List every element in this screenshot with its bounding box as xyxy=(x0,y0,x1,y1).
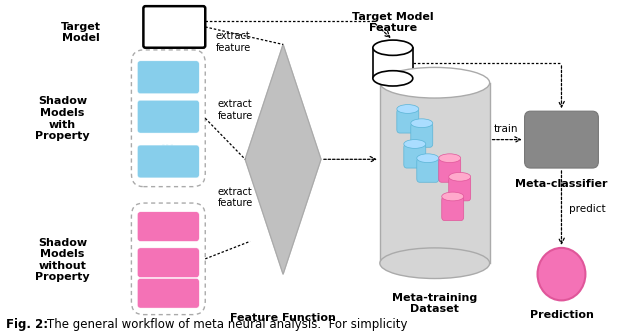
FancyBboxPatch shape xyxy=(138,278,199,308)
Ellipse shape xyxy=(380,248,490,278)
FancyBboxPatch shape xyxy=(439,158,461,182)
FancyBboxPatch shape xyxy=(138,248,199,277)
Text: Shadow
Models
without
Property: Shadow Models without Property xyxy=(35,238,90,282)
Text: Shadow
Models
with
Property: Shadow Models with Property xyxy=(35,96,90,141)
FancyBboxPatch shape xyxy=(138,145,199,178)
Ellipse shape xyxy=(442,192,464,201)
Text: The general workflow of meta neural analysis.  For simplicity: The general workflow of meta neural anal… xyxy=(47,318,407,331)
Text: extract
feature: extract feature xyxy=(218,99,253,121)
Text: Target
Model: Target Model xyxy=(61,22,100,43)
Text: Fig. 2:: Fig. 2: xyxy=(6,318,48,331)
Text: train: train xyxy=(493,124,518,134)
FancyBboxPatch shape xyxy=(442,197,464,220)
Text: Meta-training
Dataset: Meta-training Dataset xyxy=(392,293,477,315)
FancyBboxPatch shape xyxy=(525,111,598,168)
Bar xyxy=(380,83,490,263)
FancyBboxPatch shape xyxy=(143,6,205,48)
FancyBboxPatch shape xyxy=(138,100,199,133)
Ellipse shape xyxy=(397,105,419,113)
FancyBboxPatch shape xyxy=(449,177,470,201)
Polygon shape xyxy=(245,45,321,274)
FancyBboxPatch shape xyxy=(417,158,439,182)
Text: predict: predict xyxy=(570,204,606,213)
Ellipse shape xyxy=(417,154,439,162)
Text: extract
feature: extract feature xyxy=(218,187,253,208)
Bar xyxy=(373,48,413,78)
Ellipse shape xyxy=(439,154,461,162)
Text: ···: ··· xyxy=(161,140,175,153)
Ellipse shape xyxy=(373,71,413,86)
Ellipse shape xyxy=(449,173,470,181)
FancyBboxPatch shape xyxy=(138,212,199,241)
Text: extract
feature: extract feature xyxy=(216,31,251,53)
Text: Prediction: Prediction xyxy=(529,310,593,320)
Text: ···: ··· xyxy=(161,284,175,297)
FancyBboxPatch shape xyxy=(138,61,199,94)
Text: Feature Function: Feature Function xyxy=(230,313,336,323)
FancyBboxPatch shape xyxy=(404,144,426,168)
Ellipse shape xyxy=(404,140,426,148)
Text: Target Model
Feature: Target Model Feature xyxy=(352,12,434,34)
FancyBboxPatch shape xyxy=(397,109,419,133)
Ellipse shape xyxy=(373,40,413,55)
FancyBboxPatch shape xyxy=(411,123,433,147)
Ellipse shape xyxy=(411,119,433,128)
Ellipse shape xyxy=(380,67,490,98)
Circle shape xyxy=(538,248,586,300)
Text: Meta-classifier: Meta-classifier xyxy=(515,179,608,189)
